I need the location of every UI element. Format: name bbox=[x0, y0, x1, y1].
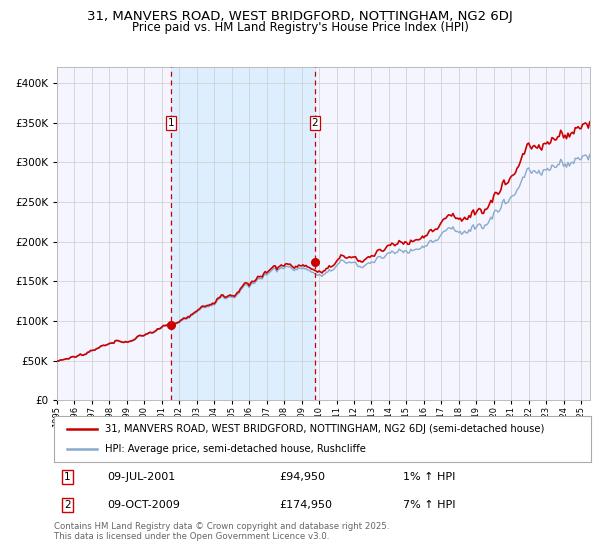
Text: 31, MANVERS ROAD, WEST BRIDGFORD, NOTTINGHAM, NG2 6DJ: 31, MANVERS ROAD, WEST BRIDGFORD, NOTTIN… bbox=[87, 10, 513, 23]
Text: 2: 2 bbox=[312, 118, 319, 128]
Text: 09-JUL-2001: 09-JUL-2001 bbox=[108, 472, 176, 482]
Text: £94,950: £94,950 bbox=[280, 472, 326, 482]
Text: Contains HM Land Registry data © Crown copyright and database right 2025.
This d: Contains HM Land Registry data © Crown c… bbox=[54, 522, 389, 542]
Text: 09-OCT-2009: 09-OCT-2009 bbox=[108, 500, 181, 510]
Bar bbox=[171, 67, 315, 400]
Text: 31, MANVERS ROAD, WEST BRIDGFORD, NOTTINGHAM, NG2 6DJ (semi-detached house): 31, MANVERS ROAD, WEST BRIDGFORD, NOTTIN… bbox=[105, 424, 544, 434]
Text: Price paid vs. HM Land Registry's House Price Index (HPI): Price paid vs. HM Land Registry's House … bbox=[131, 21, 469, 34]
Text: 1: 1 bbox=[168, 118, 175, 128]
Text: 2: 2 bbox=[64, 500, 71, 510]
Text: HPI: Average price, semi-detached house, Rushcliffe: HPI: Average price, semi-detached house,… bbox=[105, 444, 366, 454]
Text: 7% ↑ HPI: 7% ↑ HPI bbox=[403, 500, 455, 510]
Text: 1: 1 bbox=[64, 472, 71, 482]
Text: £174,950: £174,950 bbox=[280, 500, 332, 510]
Text: 1% ↑ HPI: 1% ↑ HPI bbox=[403, 472, 455, 482]
